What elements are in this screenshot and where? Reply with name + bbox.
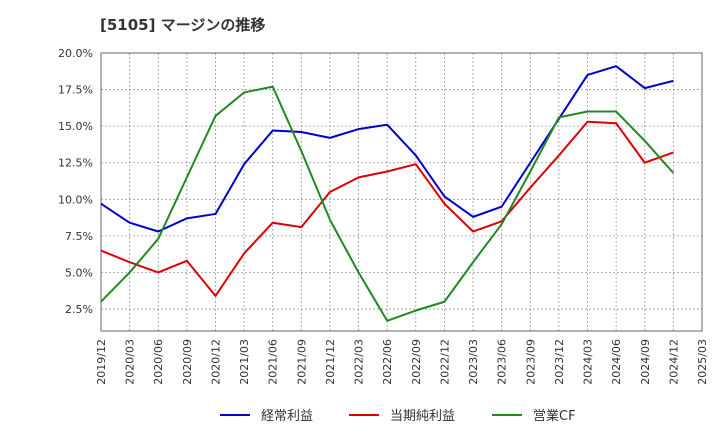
x-tick-label: 2020/12 (209, 339, 222, 385)
plot-frame (100, 52, 703, 332)
x-tick-label: 2020/03 (124, 339, 137, 385)
chart-title: [5105] マージンの推移 (100, 16, 266, 34)
y-tick-label: 10.0% (58, 193, 93, 206)
y-tick-label: 2.5% (65, 303, 93, 316)
y-tick-label: 17.5% (58, 84, 93, 97)
grid (100, 52, 703, 331)
x-tick-label: 2022/06 (381, 339, 394, 385)
x-tick-label: 2020/06 (152, 339, 165, 385)
x-tick-label: 2023/09 (524, 339, 537, 385)
y-tick-label: 7.5% (65, 230, 93, 243)
legend-label: 当期純利益 (390, 409, 455, 424)
x-tick-label: 2021/03 (238, 339, 251, 385)
x-axis-ticks: 2019/12 2020/03 2020/06 2020/09 2020/12 2021/… (95, 339, 709, 385)
x-tick-label: 2024/03 (582, 339, 595, 385)
x-tick-label: 2021/09 (295, 339, 308, 385)
x-tick-label: 2023/12 (553, 339, 566, 385)
series-line (100, 85, 675, 322)
x-tick-label: 2021/06 (267, 339, 280, 385)
y-tick-label: 15.0% (58, 120, 93, 133)
y-axis-ticks: 2.5% 5.0% 7.5% 10.0% 12.5% 15.0% 17.5% 20.0% (58, 47, 93, 316)
x-tick-label: 2022/03 (353, 339, 366, 385)
legend: 経常利益 当期純利益 営業CF (220, 408, 576, 424)
x-tick-label: 2023/06 (496, 339, 509, 385)
x-tick-label: 2025/03 (696, 339, 709, 385)
x-tick-label: 2021/12 (324, 339, 337, 385)
x-tick-label: 2024/06 (610, 339, 623, 385)
x-tick-label: 2024/12 (667, 339, 680, 385)
y-tick-label: 5.0% (65, 266, 93, 279)
x-tick-label: 2024/09 (639, 339, 652, 385)
x-tick-label: 2022/09 (410, 339, 423, 385)
series-lines (100, 65, 675, 322)
x-tick-label: 2020/09 (181, 339, 194, 385)
legend-label: 経常利益 (261, 409, 313, 424)
y-tick-label: 20.0% (58, 47, 93, 60)
x-tick-label: 2023/03 (467, 339, 480, 385)
y-tick-label: 12.5% (58, 157, 93, 170)
legend-label: 営業CF (533, 408, 576, 424)
series-line (100, 120, 674, 297)
x-tick-label: 2022/12 (438, 339, 451, 385)
x-tick-label: 2019/12 (95, 339, 108, 385)
series-line (100, 65, 674, 233)
